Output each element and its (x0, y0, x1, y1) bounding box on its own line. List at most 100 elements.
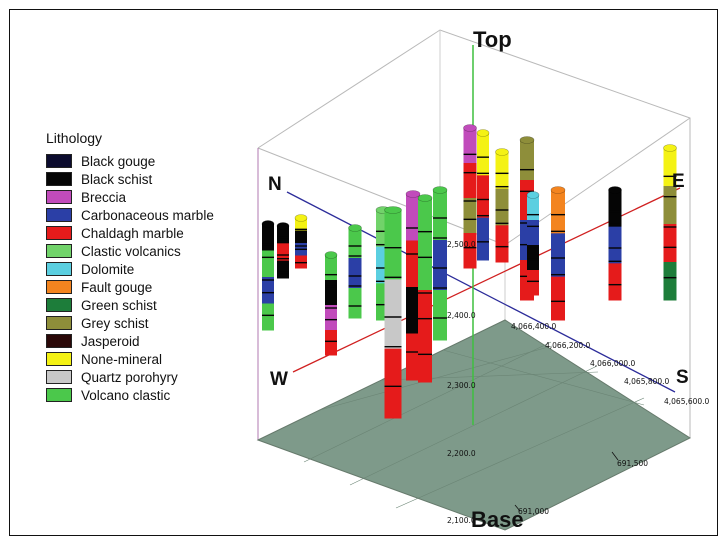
borehole-segment (477, 217, 489, 261)
borehole-cap (663, 144, 677, 152)
borehole-segment (608, 226, 622, 264)
legend-item: Dolomite (46, 260, 214, 278)
legend-item: Black gouge (46, 152, 214, 170)
borehole-cap (294, 214, 308, 222)
borehole-segment (418, 290, 432, 383)
borehole-segment (463, 233, 477, 269)
floor-grid (303, 341, 645, 509)
legend-item: Quartz porohyry (46, 368, 214, 386)
legend-item: Jasperoid (46, 332, 214, 350)
borehole-segment (495, 188, 509, 226)
borehole-segment (325, 255, 337, 281)
borehole-segment (433, 240, 447, 291)
borehole-segment (418, 198, 432, 291)
legend-swatch (46, 280, 72, 294)
legend-item: Fault gouge (46, 278, 214, 296)
borehole-cap (384, 206, 402, 214)
borehole (276, 222, 290, 279)
borehole-cap (463, 124, 477, 132)
legend-label: Black gouge (81, 153, 156, 169)
legend-swatch (46, 334, 72, 348)
easting-tick: 691,000 (518, 507, 549, 516)
borehole-segment (463, 128, 477, 164)
west-label: W (270, 369, 288, 390)
borehole-cap (495, 148, 509, 156)
elevation-tick: 2,200.0 (447, 449, 476, 458)
legend-swatch (46, 352, 72, 366)
borehole-segment (433, 290, 447, 341)
borehole-cap (276, 222, 290, 230)
borehole-segment (262, 224, 274, 251)
legend-swatch (46, 316, 72, 330)
legend-item: Clastic volcanics (46, 242, 214, 260)
borehole-segment (551, 190, 565, 234)
borehole-segment (663, 224, 677, 263)
borehole-segment (495, 152, 509, 190)
legend-item: Chaldagh marble (46, 224, 214, 242)
legend-label: Jasperoid (81, 333, 140, 349)
borehole-segment (527, 220, 539, 246)
borehole-segment (384, 210, 402, 280)
borehole-segment (406, 287, 420, 334)
borehole-segment (406, 333, 420, 381)
borehole (476, 129, 490, 261)
legend-label: Volcano clastic (81, 387, 171, 403)
borehole-cap (261, 220, 275, 228)
borehole-segment (295, 218, 307, 231)
east-label: E (672, 171, 685, 192)
borehole-segment (463, 198, 477, 234)
borehole-segment (463, 163, 477, 199)
northing-tick: 4,065,600.0 (664, 397, 710, 406)
figure-frame (9, 9, 718, 536)
borehole (261, 220, 275, 331)
boreholes (261, 124, 677, 419)
legend-item: Green schist (46, 296, 214, 314)
legend-swatch (46, 244, 72, 258)
borehole-segment (663, 262, 677, 301)
borehole (526, 191, 540, 296)
borehole-segment (406, 240, 420, 288)
legend-item: None-mineral (46, 350, 214, 368)
borehole-segment (477, 133, 489, 176)
north-label: N (268, 174, 282, 195)
legend-label: Green schist (81, 297, 157, 313)
borehole-segment (406, 194, 420, 241)
northing-tick: 4,066,400.0 (511, 322, 557, 331)
borehole-segment (384, 348, 402, 419)
borehole-segment (608, 190, 622, 228)
borehole-cap (476, 129, 490, 137)
legend-label: Breccia (81, 189, 127, 205)
borehole-segment (551, 276, 565, 321)
borehole (432, 186, 448, 341)
borehole-cap (324, 251, 338, 259)
borehole-segment (295, 230, 307, 244)
legend-swatch (46, 208, 72, 222)
legend-items: Black gouge Black schist Breccia Carbonaceo… (46, 152, 214, 404)
legend-item: Volcano clastic (46, 386, 214, 404)
borehole-segment (277, 260, 289, 279)
legend-swatch (46, 370, 72, 384)
elevation-tick: 2,300.0 (447, 381, 476, 390)
borehole-segment (277, 226, 289, 244)
borehole (294, 214, 308, 269)
borehole (405, 190, 421, 381)
borehole-cap (432, 186, 448, 194)
borehole-cap (550, 186, 566, 194)
legend-swatch (46, 388, 72, 402)
borehole-segment (325, 305, 337, 331)
legend-item: Black schist (46, 170, 214, 188)
borehole-cap (608, 186, 622, 194)
borehole-cap (417, 194, 433, 202)
borehole-segment (608, 263, 622, 301)
legend-label: Quartz porohyry (81, 369, 178, 385)
northing-tick: 4,065,800.0 (624, 377, 670, 386)
borehole-segment (527, 195, 539, 221)
borehole-segment (348, 288, 362, 319)
borehole-cap (405, 190, 421, 198)
legend-swatch (46, 172, 72, 186)
borehole (324, 251, 338, 356)
borehole-segment (433, 190, 447, 241)
legend-swatch (46, 154, 72, 168)
